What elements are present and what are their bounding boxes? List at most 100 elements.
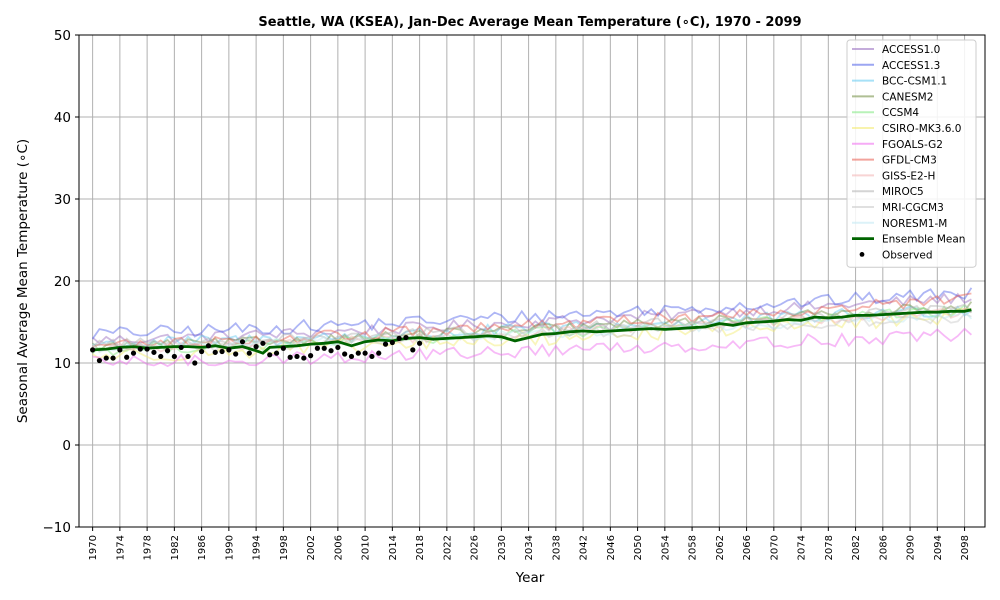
model-line-access1-0 [92,292,972,345]
observed-point [199,348,205,355]
x-tick-label: 1978 [143,535,154,560]
observed-point [246,350,252,356]
observed-point [103,355,109,361]
model-line-gfdl-cm3 [92,292,972,350]
observed-point [144,346,150,352]
observed-point [151,349,157,355]
observed-point [226,347,232,353]
x-tick-label: 2018 [415,535,426,560]
observed-point [273,350,280,356]
observed-point [137,346,143,352]
observed-point [348,353,355,360]
observed-point [185,353,191,360]
model-line-canesm2 [91,301,973,353]
y-tick-label: 20 [54,274,71,290]
legend-label: CCSM4 [882,107,919,119]
observed-point [280,345,286,351]
chart-title: Seattle, WA (KSEA), Jan-Dec Average Mean… [258,15,801,30]
observed-point [308,353,314,359]
x-tick-label: 2054 [660,535,671,560]
x-tick-label: 1970 [88,535,99,560]
observed-point [301,355,307,361]
x-tick-label: 2098 [960,535,971,560]
model-line-fgoals-g2 [92,327,973,368]
y-tick-label: 40 [54,110,71,126]
observed-point [117,347,123,353]
legend-label: GISS-E2-H [882,170,935,182]
observed-point [382,341,389,347]
y-tick-label: 30 [54,192,71,208]
x-tick-label: 2058 [688,535,699,560]
x-tick-label: 2006 [333,535,344,560]
x-tick-label: 1990 [224,535,235,560]
observed-point [90,347,96,353]
observed-point [267,352,273,358]
model-line-noresm1-m [91,310,973,354]
observed-point [239,339,246,345]
x-tick-label: 2038 [551,535,562,560]
x-tick-label: 2094 [933,535,944,560]
x-tick-label: 1982 [170,535,181,560]
observed-point [321,345,327,351]
y-tick-label: 10 [54,356,71,372]
observed-point [417,340,423,346]
legend-label: BCC-CSM1.1 [882,76,947,88]
observed-point [335,344,341,351]
x-tick-label: 2078 [824,535,835,560]
legend-box [846,39,977,268]
observed-point [355,350,361,356]
legend-label: Observed [882,249,933,261]
x-tick-label: 2014 [388,535,399,560]
y-tick-label: −10 [43,520,72,536]
observed-point [396,335,402,341]
observed-point [158,353,164,360]
observed-point [233,351,239,357]
x-tick-label: 2002 [306,535,317,560]
observed-point [212,349,218,355]
x-tick-label: 2090 [906,535,917,560]
observed-point [328,348,334,354]
x-tick-label: 1974 [115,535,126,560]
y-tick-label: 50 [54,28,71,44]
observed-point [362,350,368,356]
x-tick-label: 1994 [252,535,263,560]
observed-point [130,350,137,356]
ensemble-mean-line [92,308,972,355]
legend-label: ACCESS1.3 [882,60,940,72]
observed-point [389,339,395,346]
observed-point [376,350,382,356]
observed-point [253,344,259,350]
legend-label: MIROC5 [882,186,924,198]
x-tick-label: 1986 [197,535,208,560]
x-tick-label: 2074 [797,535,808,560]
observed-point [171,353,177,360]
x-tick-label: 2034 [524,535,535,560]
observed-point [96,357,103,364]
legend-label: GFDL-CM3 [882,155,937,167]
legend-label: CSIRO-MK3.6.0 [882,123,961,135]
x-axis-label: Year [515,570,545,586]
x-tick-label: 2022 [442,535,453,560]
x-tick-label: 2082 [851,535,862,560]
legend-label: NORESM1-M [882,218,947,230]
chart-series [90,287,973,368]
legend-marker-observed [859,252,865,257]
model-line-access1-3 [91,287,973,340]
x-tick-label: 2026 [470,535,481,560]
x-tick-label: 2010 [361,535,372,560]
observed-point [205,343,212,349]
x-tick-label: 2042 [579,535,590,560]
observed-point [124,354,130,360]
x-tick-label: 2050 [633,535,644,560]
x-tick-label: 2086 [878,535,889,560]
x-tick-label: 2066 [742,535,753,560]
observed-point [369,353,375,360]
observed-point [110,355,116,361]
y-axis-label: Seasonal Average Mean Temperature (∘C) [15,139,31,423]
observed-point [219,348,225,355]
chart-legend: ACCESS1.0 ACCESS1.3 BCC-CSM1.1 CANESM2 CCSM4… [846,39,977,268]
x-tick-label: 2030 [497,535,508,560]
x-tick-label: 2046 [606,535,617,560]
x-tick-label: 2062 [715,535,726,560]
